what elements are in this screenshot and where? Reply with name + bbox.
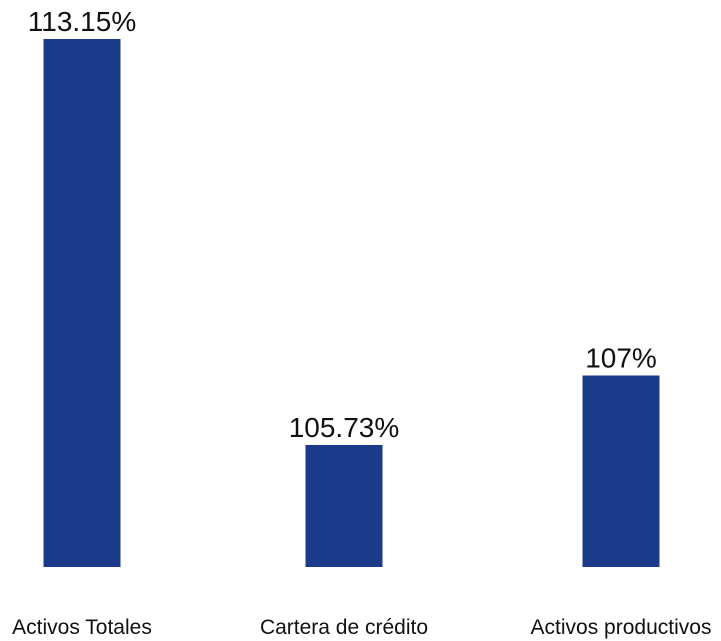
value-labels-group: 113.15% 105.73% 107% xyxy=(28,6,657,443)
category-label-3: Activos productivos xyxy=(531,616,712,639)
category-labels-group: Activos Totales Cartera de crédito Activos… xyxy=(12,616,711,639)
value-label-2: 105.73% xyxy=(289,412,400,443)
value-label-3: 107% xyxy=(585,342,657,373)
bar-2 xyxy=(305,444,383,567)
bar-3 xyxy=(582,375,660,567)
bar-1 xyxy=(43,39,121,567)
bars-group xyxy=(43,39,660,567)
category-label-2: Cartera de crédito xyxy=(260,616,428,639)
value-label-1: 113.15% xyxy=(28,6,136,37)
category-label-1: Activos Totales xyxy=(12,616,152,639)
